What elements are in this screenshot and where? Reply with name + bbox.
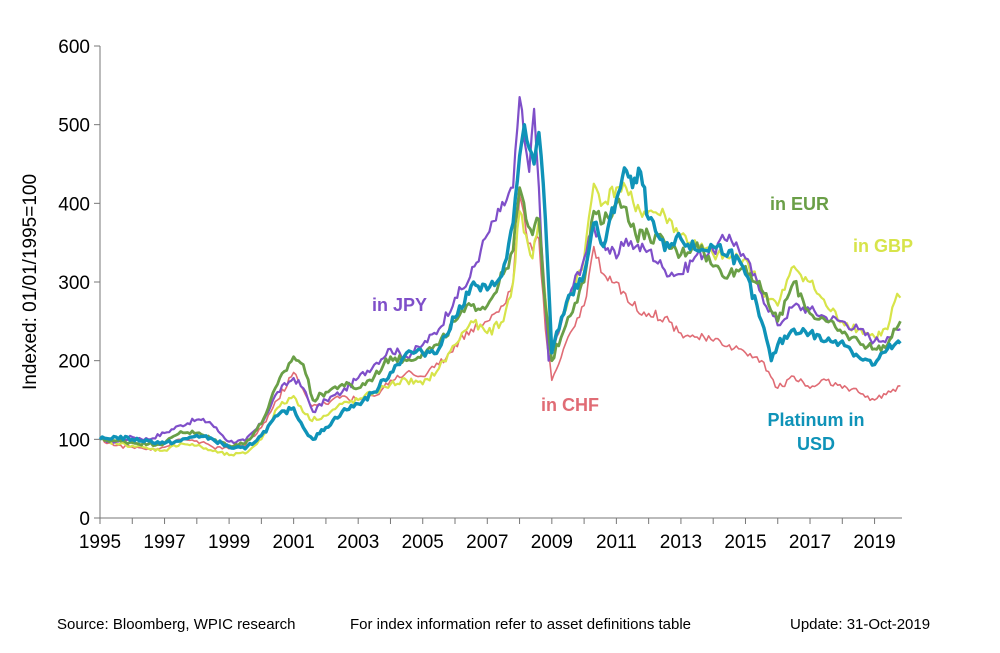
platinum-price-chart: 0 100 200 300 400 500 600 1995 1997 1999 2001 2003 2… [20, 37, 913, 553]
x-tick-label: 2007 [466, 532, 508, 553]
x-tick-label: 2011 [596, 532, 637, 553]
x-tick-label: 1995 [79, 532, 121, 553]
x-tick-label: 2001 [273, 532, 315, 553]
series-label: in JPY [372, 295, 427, 315]
series-layer [98, 96, 902, 457]
x-tick-label: 2009 [531, 532, 573, 553]
chart-axes: 0 100 200 300 400 500 600 1995 1997 1999 2001 2003 2… [58, 37, 902, 553]
x-tick-label: 2003 [337, 532, 379, 553]
y-tick-label: 300 [58, 273, 90, 294]
series-label: in GBP [853, 236, 913, 256]
y-tick-label: 0 [79, 509, 90, 530]
x-tick-label: 2017 [789, 532, 831, 553]
series-labels: in JPY in EUR in GBP in CHF Platinum in USD [372, 194, 913, 454]
y-tick-label: 400 [58, 194, 90, 215]
y-axis-title: Indexed: 01/01/1995=100 [20, 174, 41, 390]
footer-source: Source: Bloomberg, WPIC research [57, 616, 296, 633]
footer-update: Update: 31-Oct-2019 [790, 616, 931, 633]
x-tick-label: 2005 [402, 532, 444, 553]
series-label: Platinum in [767, 410, 864, 430]
x-tick-label: 2015 [724, 532, 766, 553]
x-tick-label: 2019 [853, 532, 895, 553]
x-tick-label: 2013 [660, 532, 702, 553]
y-tick-label: 600 [58, 37, 90, 58]
series-line-in-eur [99, 186, 902, 449]
y-tick-label: 500 [58, 116, 90, 137]
y-tick-label: 100 [58, 430, 90, 451]
x-tick-label: 1999 [208, 532, 250, 553]
series-label: in EUR [770, 194, 829, 214]
series-label: USD [797, 434, 835, 454]
series-line-in-jpy [99, 96, 901, 445]
x-tick-label: 1997 [143, 532, 185, 553]
footer-note: For index information refer to asset def… [350, 616, 692, 633]
y-tick-label: 200 [58, 352, 90, 373]
series-line-platinum-in-usd [98, 123, 902, 451]
series-label: in CHF [541, 395, 599, 415]
